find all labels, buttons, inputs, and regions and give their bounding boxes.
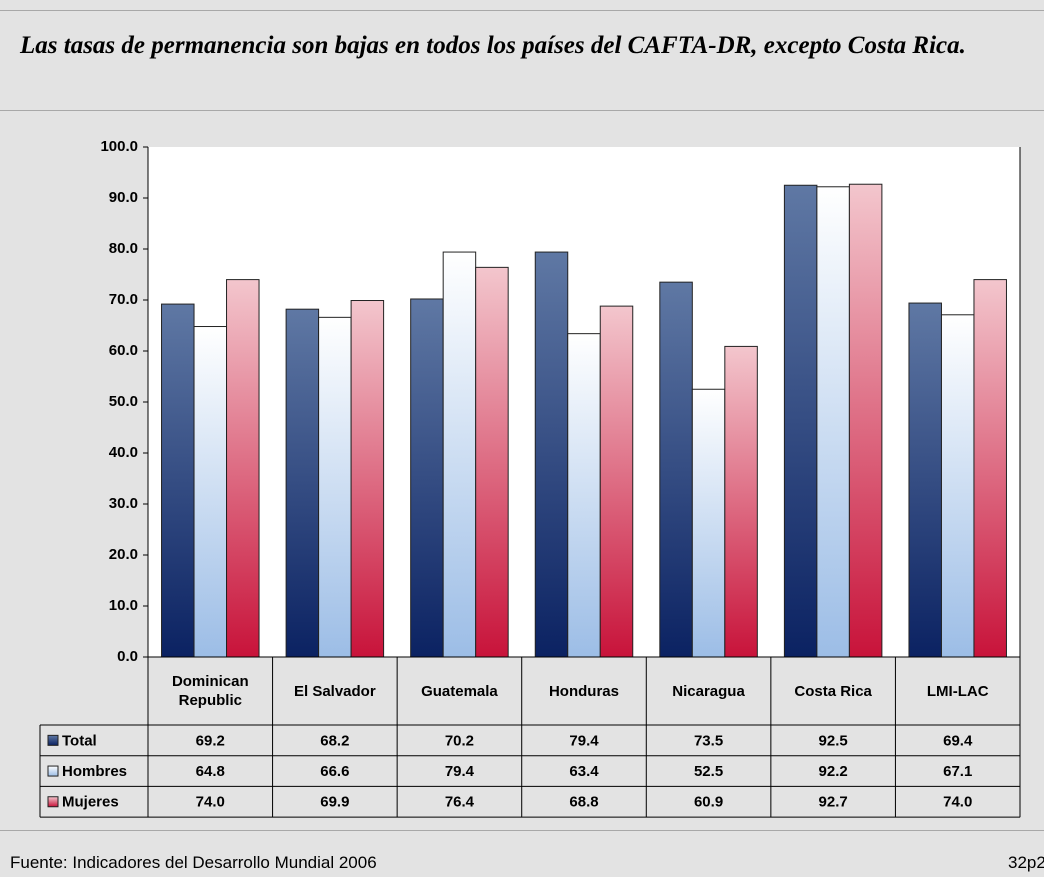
x-tick-label: Dominican Republic — [171, 673, 249, 709]
y-tick-label: 90.0 — [109, 189, 138, 206]
category-cell: Costa Rica — [794, 682, 872, 700]
y-tick-label: 100.0 — [100, 138, 138, 155]
table-value: 79.4 — [569, 732, 599, 749]
table-value: 68.8 — [569, 794, 598, 811]
y-tick-label: 50.0 — [109, 393, 138, 410]
table-value: 70.2 — [445, 732, 474, 749]
table-value: 74.0 — [943, 794, 972, 811]
category-cell: Guatemala — [421, 682, 498, 700]
table-value: 92.2 — [819, 763, 848, 780]
legend-key — [47, 796, 59, 808]
y-tick-label: 10.0 — [109, 597, 138, 614]
x-tick-label: El Salvador — [293, 682, 376, 700]
table-value: 92.7 — [819, 794, 848, 811]
category-cell: Dominican Republic — [171, 673, 249, 709]
x-tick-label: Guatemala — [421, 682, 498, 700]
bar — [318, 316, 352, 658]
category-cell: LMI-LAC — [926, 682, 989, 700]
slide-number: 32p2 — [1008, 853, 1044, 872]
legend-label: Hombres — [62, 763, 127, 780]
bar — [783, 184, 818, 658]
legend-key — [47, 734, 59, 746]
bar — [724, 345, 758, 658]
x-tick-label: Nicaragua — [672, 682, 745, 700]
bar — [475, 266, 509, 658]
category-cell: Nicaragua — [672, 682, 745, 700]
table-value: 69.9 — [320, 794, 349, 811]
bar — [285, 308, 320, 658]
bar — [350, 300, 385, 658]
bar — [659, 281, 693, 658]
table-value: 79.4 — [445, 763, 475, 780]
bar — [940, 314, 975, 658]
table-value: 73.5 — [694, 732, 723, 749]
x-tick-label: LMI-LAC — [926, 682, 989, 700]
y-tick-label: 70.0 — [109, 291, 138, 308]
legend-key — [47, 765, 59, 777]
table-value: 52.5 — [694, 763, 723, 780]
category-cell: Honduras — [548, 682, 619, 700]
bar — [973, 279, 1007, 658]
x-tick-label: Honduras — [548, 682, 619, 700]
y-tick-label: 20.0 — [109, 546, 138, 563]
bar — [848, 183, 883, 658]
legend-label: Mujeres — [62, 794, 119, 811]
table-value: 64.8 — [196, 763, 225, 780]
table-value: 76.4 — [445, 794, 475, 811]
bar — [908, 302, 942, 658]
bar — [226, 279, 260, 658]
table-value: 74.0 — [196, 794, 225, 811]
table-value: 67.1 — [943, 763, 972, 780]
bar — [534, 251, 569, 658]
divider — [0, 110, 1044, 111]
bar — [691, 388, 726, 658]
y-tick-label: 60.0 — [109, 342, 138, 359]
table-value: 69.2 — [196, 732, 225, 749]
table-value: 68.2 — [320, 732, 349, 749]
bar — [193, 326, 228, 658]
y-tick-label: 30.0 — [109, 495, 138, 512]
source: Fuente: Indicadores del Desarrollo Mundi… — [10, 853, 377, 872]
divider — [0, 830, 1044, 831]
table-value: 92.5 — [819, 732, 848, 749]
bar — [816, 186, 850, 658]
category-cell: El Salvador — [293, 682, 376, 700]
y-tick-label: 40.0 — [109, 444, 138, 461]
chart-title: Las tasas de permanencia son bajas en to… — [20, 32, 966, 59]
bar — [161, 303, 195, 658]
divider — [0, 10, 1044, 11]
table-value: 63.4 — [569, 763, 599, 780]
bar — [567, 333, 601, 658]
legend-label: Total — [62, 732, 97, 749]
table-value: 69.4 — [943, 732, 973, 749]
table-value: 60.9 — [694, 794, 723, 811]
table-value: 66.6 — [320, 763, 349, 780]
y-tick-label: 0.0 — [117, 648, 138, 665]
bar — [442, 251, 477, 658]
x-tick-label: Costa Rica — [794, 682, 872, 700]
bar — [410, 298, 444, 658]
y-tick-label: 80.0 — [109, 240, 138, 257]
bar — [599, 305, 634, 658]
